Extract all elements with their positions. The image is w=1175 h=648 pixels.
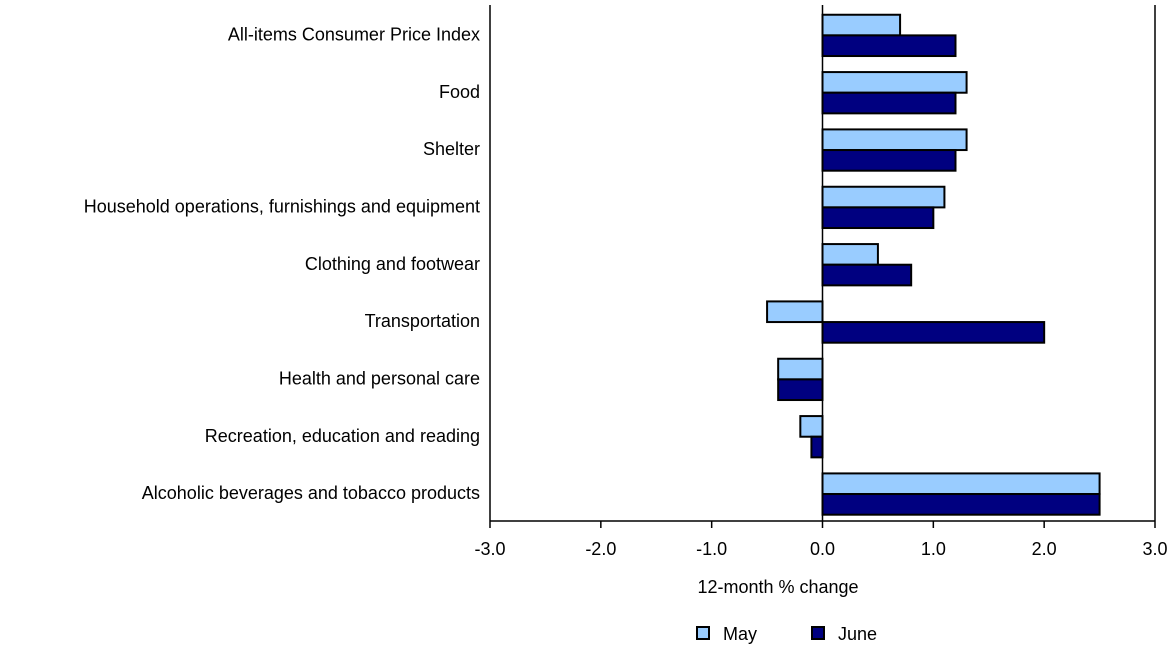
bar xyxy=(821,34,957,58)
x-tick-label: 0.0 xyxy=(810,539,835,559)
bar xyxy=(821,321,1046,344)
x-tick-label: 2.0 xyxy=(1032,539,1057,559)
bar xyxy=(777,357,824,381)
x-tick-label: 1.0 xyxy=(921,539,946,559)
bar xyxy=(766,300,824,324)
y-tick-label: Household operations, furnishings and eq… xyxy=(84,196,480,216)
legend-label: May xyxy=(723,624,757,644)
x-tick-label: 3.0 xyxy=(1142,539,1167,559)
bar xyxy=(821,185,946,209)
bar xyxy=(821,206,935,230)
y-tick-label: All-items Consumer Price Index xyxy=(228,24,480,44)
y-tick-label: Transportation xyxy=(365,311,480,331)
bar xyxy=(810,435,824,459)
x-axis-title: 12-month % change xyxy=(697,577,858,597)
legend-label: June xyxy=(838,624,877,644)
bar xyxy=(821,91,957,115)
y-tick-label: Clothing and footwear xyxy=(305,254,480,274)
bar xyxy=(777,378,824,402)
bar xyxy=(821,128,968,152)
y-tick-label: Alcoholic beverages and tobacco products xyxy=(142,483,480,503)
bar xyxy=(821,493,1101,516)
bar xyxy=(821,71,968,94)
y-tick-label: Recreation, education and reading xyxy=(205,426,480,446)
x-tick-label: -1.0 xyxy=(696,539,727,559)
bar xyxy=(799,415,824,438)
y-tick-label: Health and personal care xyxy=(279,368,480,388)
legend-swatch xyxy=(811,626,825,640)
x-tick-label: -3.0 xyxy=(474,539,505,559)
x-tick-label: -2.0 xyxy=(585,539,616,559)
y-tick-label: Shelter xyxy=(423,139,480,159)
bar xyxy=(821,263,913,287)
legend-swatch xyxy=(696,626,710,640)
bar xyxy=(821,149,957,172)
bar xyxy=(821,243,879,266)
bar xyxy=(821,472,1101,496)
bar xyxy=(821,13,902,37)
y-tick-label: Food xyxy=(439,82,480,102)
